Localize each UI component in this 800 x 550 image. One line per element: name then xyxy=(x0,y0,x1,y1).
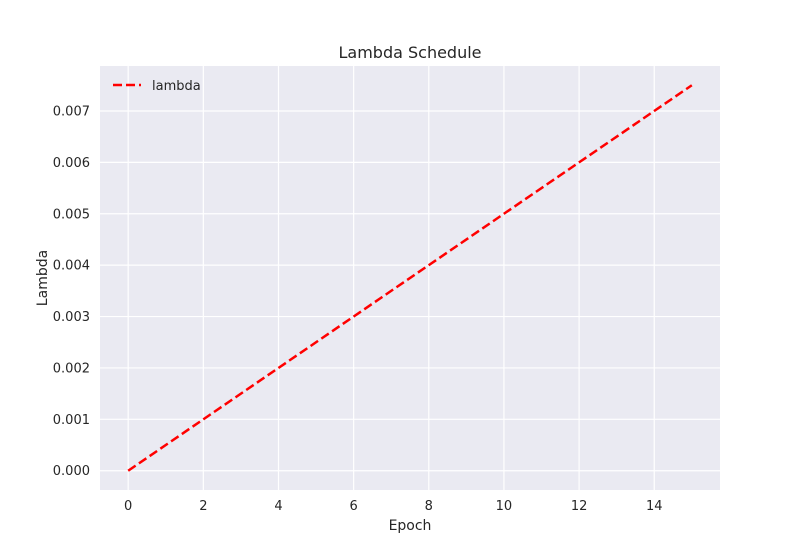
series-line-lambda xyxy=(127,84,693,472)
chart-title: Lambda Schedule xyxy=(338,43,481,62)
x-tick-label: 12 xyxy=(571,499,588,514)
y-tick-label: 0.001 xyxy=(53,413,90,428)
y-tick-label: 0.003 xyxy=(53,310,90,325)
x-tick-label: 8 xyxy=(425,499,433,514)
y-tick-label: 0.005 xyxy=(53,207,90,222)
y-tick-label: 0.004 xyxy=(53,259,90,274)
y-tick-label: 0.000 xyxy=(53,464,90,479)
grid-lines xyxy=(100,66,720,490)
x-tick-label: 10 xyxy=(496,499,513,514)
y-tick-label: 0.006 xyxy=(53,156,90,171)
x-tick-label: 4 xyxy=(274,499,282,514)
legend-label-lambda: lambda xyxy=(152,79,201,94)
x-tick-label: 14 xyxy=(646,499,663,514)
y-tick-label: 0.007 xyxy=(53,104,90,119)
x-tick-label: 6 xyxy=(349,499,357,514)
legend: lambda xyxy=(113,79,201,94)
x-tick-label: 0 xyxy=(124,499,132,514)
y-tick-label: 0.002 xyxy=(53,361,90,376)
y-axis-label: Lambda xyxy=(35,250,51,306)
y-axis-ticks: 0.000 0.001 0.002 0.003 0.004 0.005 0.006 0.007 xyxy=(53,104,90,479)
x-tick-label: 2 xyxy=(199,499,207,514)
x-axis-label: Epoch xyxy=(389,518,432,534)
series-layer xyxy=(127,84,693,472)
x-axis-ticks: 0 2 4 6 8 10 12 14 xyxy=(124,499,662,514)
